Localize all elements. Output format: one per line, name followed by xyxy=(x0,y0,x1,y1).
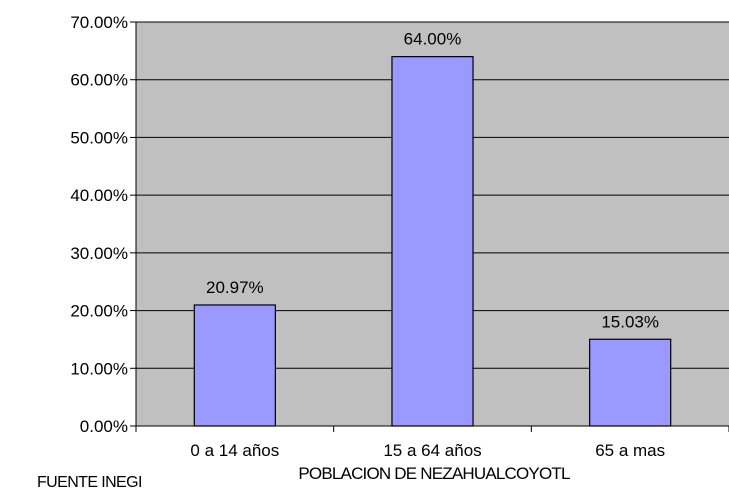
y-tick-label: 50.00% xyxy=(70,128,128,147)
source-note: FUENTE INEGI xyxy=(37,474,142,491)
y-tick-label: 20.00% xyxy=(70,302,128,321)
y-tick-label: 0.00% xyxy=(80,417,128,436)
bar-value-label: 64.00% xyxy=(404,30,462,49)
x-category-label: 65 a mas xyxy=(595,441,665,460)
bar-value-label: 15.03% xyxy=(601,312,659,331)
y-tick-label: 40.00% xyxy=(70,186,128,205)
x-axis-title: POBLACION DE NEZAHUALCOYOTL xyxy=(298,464,570,483)
bar xyxy=(391,56,474,427)
y-tick-label: 70.00% xyxy=(70,13,128,32)
x-category-label: 0 a 14 años xyxy=(190,441,279,460)
bar xyxy=(589,338,672,427)
x-axis-ticks: 0 a 14 años 15 a 64 años 65 a mas xyxy=(135,426,729,460)
y-tick-label: 10.00% xyxy=(70,359,128,378)
x-category-label: 15 a 64 años xyxy=(383,441,481,460)
y-tick-label: 60.00% xyxy=(70,71,128,90)
y-axis-ticks: 0.00% 10.00% 20.00% 30.00% 40.00% 50.00% 60.00… xyxy=(70,13,136,436)
y-tick-label: 30.00% xyxy=(70,244,128,263)
data-labels: 20.97% 64.00% 15.03% xyxy=(206,30,659,332)
bar xyxy=(193,304,276,427)
bar-value-label: 20.97% xyxy=(206,278,264,297)
